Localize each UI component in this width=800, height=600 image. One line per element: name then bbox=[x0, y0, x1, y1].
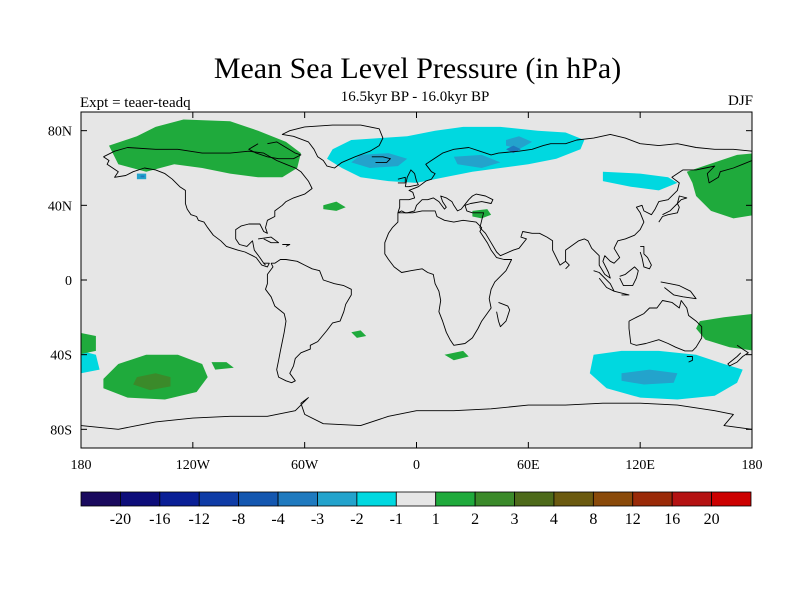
colorbar-swatch-12 bbox=[553, 491, 594, 507]
colorbar-swatch-4 bbox=[238, 491, 279, 507]
colorbar-swatch-6 bbox=[317, 491, 358, 507]
axis-ticks: 180 120W 60W 0 60E 120E 180 80N 40N 0 40S 80S bbox=[48, 112, 763, 473]
colorbar-swatch-14 bbox=[632, 491, 673, 507]
coastline-14 bbox=[613, 290, 630, 296]
coastline-1 bbox=[281, 124, 384, 169]
x-tick-label: 180 bbox=[71, 458, 92, 473]
x-tick-label: 180 bbox=[742, 458, 763, 473]
coastline-5 bbox=[384, 210, 513, 346]
field-region-3-5 bbox=[323, 201, 346, 211]
colorbar-swatch-10 bbox=[474, 491, 515, 507]
colorbar-label: -2 bbox=[350, 511, 363, 528]
colorbar-label: 4 bbox=[550, 511, 558, 528]
colorbar-label: 1 bbox=[432, 511, 440, 528]
colorbar-swatch-0 bbox=[80, 491, 121, 507]
y-tick-label: 40N bbox=[48, 199, 72, 214]
colorbar-label: 12 bbox=[625, 511, 641, 528]
coastline-0 bbox=[103, 147, 313, 268]
y-tick-label: 0 bbox=[65, 274, 72, 289]
field-region-3-4 bbox=[696, 314, 752, 351]
coastlines bbox=[81, 124, 752, 430]
experiment-label: Expt = teaer-teadq bbox=[80, 95, 191, 111]
coastline-17 bbox=[639, 245, 652, 270]
coastline-3 bbox=[371, 156, 391, 163]
field-region-2-1 bbox=[140, 175, 145, 178]
coastline-12 bbox=[658, 195, 688, 223]
colorbar-swatch-3 bbox=[198, 491, 240, 507]
colorbar-label: -3 bbox=[311, 511, 324, 528]
field-region-3-0 bbox=[109, 119, 301, 178]
coastline-15 bbox=[619, 266, 639, 287]
field-region-3-1 bbox=[81, 333, 96, 354]
colorbar-label: 2 bbox=[471, 511, 479, 528]
colorbar: -20 -16 -12 -8 -4 -3 -2 -1 1 2 3 4 8 12 16 20 bbox=[80, 491, 752, 528]
y-tick-label: 80S bbox=[50, 423, 72, 438]
season-label: DJF bbox=[727, 93, 753, 109]
coastline-6 bbox=[397, 133, 752, 279]
field-region-3-8 bbox=[444, 350, 469, 361]
field-region-0-1 bbox=[602, 171, 678, 191]
coastline-7 bbox=[404, 169, 419, 188]
pressure-anomaly-field bbox=[81, 119, 752, 400]
field-region-3-3 bbox=[686, 153, 752, 219]
colorbar-swatch-7 bbox=[356, 491, 397, 507]
colorbar-label: -12 bbox=[189, 511, 210, 528]
colorbar-label: -20 bbox=[110, 511, 131, 528]
colorbar-label: 16 bbox=[664, 511, 680, 528]
coastline-20 bbox=[258, 236, 280, 244]
chart-title: Mean Sea Level Pressure (in hPa) bbox=[213, 52, 622, 85]
field-region-0-2 bbox=[81, 350, 100, 374]
colorbar-label: 20 bbox=[704, 511, 720, 528]
colorbar-swatch-1 bbox=[120, 491, 161, 507]
colorbar-swatch-9 bbox=[435, 491, 476, 507]
field-region-1-0 bbox=[351, 153, 408, 168]
colorbar-swatch-16 bbox=[711, 491, 752, 507]
colorbar-label: -8 bbox=[232, 511, 245, 528]
coastline-4 bbox=[265, 259, 352, 384]
coastline-16 bbox=[660, 281, 697, 300]
field-region-3-7 bbox=[351, 330, 367, 338]
coastline-9 bbox=[628, 300, 703, 352]
field-region-3-6 bbox=[472, 209, 492, 219]
coastline-23 bbox=[565, 260, 570, 270]
field-region-3-9 bbox=[211, 362, 234, 370]
colorbar-label: 8 bbox=[589, 511, 597, 528]
colorbar-label: -1 bbox=[390, 511, 403, 528]
field-region-2-0 bbox=[506, 145, 521, 154]
x-tick-label: 60W bbox=[291, 458, 319, 473]
colorbar-swatch-11 bbox=[514, 491, 555, 507]
coastline-13 bbox=[593, 270, 615, 292]
field-region-4-0 bbox=[133, 373, 171, 391]
colorbar-swatch-15 bbox=[671, 491, 712, 507]
colorbar-label: 3 bbox=[511, 511, 519, 528]
x-tick-label: 120E bbox=[625, 458, 655, 473]
colorbar-label: -16 bbox=[149, 511, 170, 528]
colorbar-swatch-2 bbox=[159, 491, 200, 507]
x-tick-label: 60E bbox=[517, 458, 540, 473]
coastline-8 bbox=[397, 176, 406, 184]
field-region-1-4 bbox=[621, 369, 678, 385]
colorbar-label: -4 bbox=[271, 511, 284, 528]
y-tick-label: 80N bbox=[48, 125, 72, 140]
colorbar-swatch-8 bbox=[395, 491, 437, 507]
field-region-1-1 bbox=[453, 154, 501, 168]
x-tick-label: 0 bbox=[413, 458, 420, 473]
coastline-10 bbox=[686, 356, 693, 363]
coastline-21 bbox=[282, 244, 291, 247]
y-tick-label: 40S bbox=[50, 349, 72, 364]
colorbar-swatch-5 bbox=[277, 491, 318, 507]
coastline-19 bbox=[81, 397, 752, 430]
coastline-11 bbox=[727, 344, 749, 367]
colorbar-swatch-13 bbox=[592, 491, 634, 507]
coastline-2 bbox=[248, 141, 302, 160]
x-tick-label: 120W bbox=[176, 458, 211, 473]
chart-subtitle: 16.5kyr BP - 16.0kyr BP bbox=[340, 89, 490, 105]
coastline-18 bbox=[496, 301, 511, 328]
coastline-22 bbox=[263, 262, 266, 266]
